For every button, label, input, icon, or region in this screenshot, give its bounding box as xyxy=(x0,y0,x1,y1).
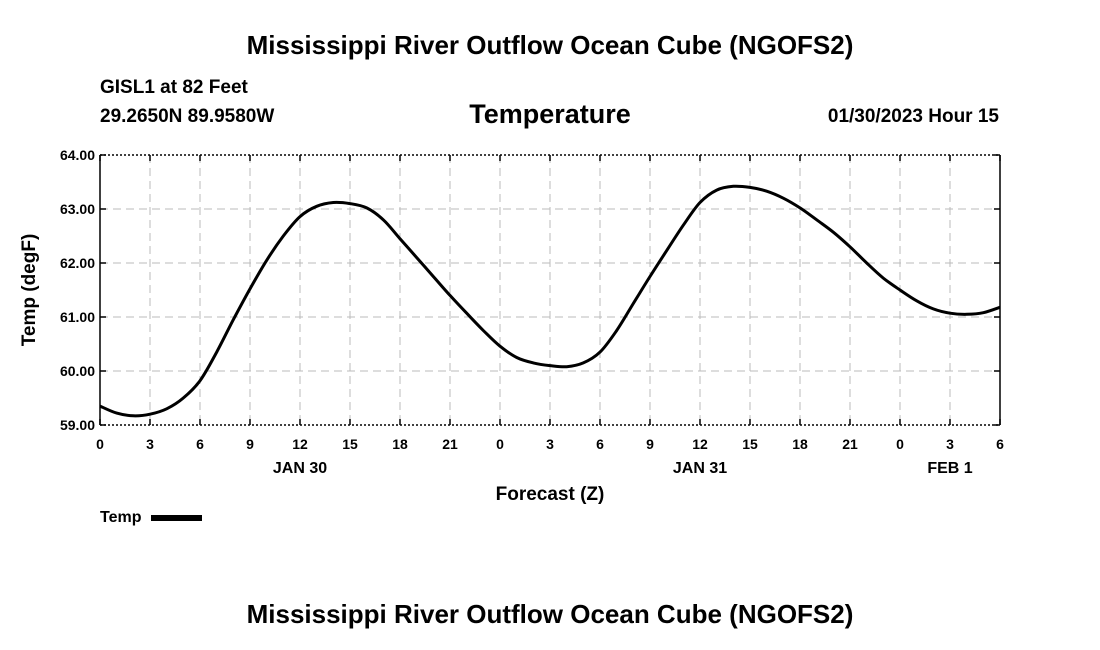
y-tick-label: 60.00 xyxy=(60,363,95,379)
x-tick-label: 6 xyxy=(196,436,204,452)
x-tick-label: 15 xyxy=(742,436,758,452)
y-tick-label: 61.00 xyxy=(60,309,95,325)
date-label: JAN 31 xyxy=(673,460,727,477)
y-tick-label: 63.00 xyxy=(60,201,95,217)
chart-subtitle: Temperature xyxy=(469,99,631,129)
y-tick-label: 59.00 xyxy=(60,417,95,433)
x-tick-label: 0 xyxy=(896,436,904,452)
station-coordinates: 29.2650N 89.9580W xyxy=(100,106,275,127)
x-tick-label: 18 xyxy=(392,436,408,452)
y-tick-label: 64.00 xyxy=(60,147,95,163)
legend: Temp xyxy=(100,509,203,527)
chart-title: Mississippi River Outflow Ocean Cube (NG… xyxy=(246,30,854,60)
legend-label: Temp xyxy=(100,509,142,526)
x-axis-title: Forecast (Z) xyxy=(496,484,605,505)
x-tick-label: 3 xyxy=(546,436,554,452)
x-tick-label: 12 xyxy=(692,436,708,452)
y-axis-title: Temp (degF) xyxy=(19,234,40,347)
x-tick-label: 6 xyxy=(996,436,1004,452)
y-tick-label: 62.00 xyxy=(60,255,95,271)
x-tick-label: 0 xyxy=(496,436,504,452)
x-tick-label: 9 xyxy=(246,436,254,452)
x-tick-label: 3 xyxy=(946,436,954,452)
series-line-temp xyxy=(99,184,1001,418)
x-tick-label: 15 xyxy=(342,436,358,452)
x-tick-label: 9 xyxy=(646,436,654,452)
x-tick-label: 21 xyxy=(842,436,858,452)
x-tick-label: 3 xyxy=(146,436,154,452)
station-name: GISL1 at 82 Feet xyxy=(100,77,248,98)
footer-title: Mississippi River Outflow Ocean Cube (NG… xyxy=(246,599,854,629)
forecast-timestamp: 01/30/2023 Hour 15 xyxy=(827,106,999,127)
x-tick-label: 12 xyxy=(292,436,308,452)
date-label: JAN 30 xyxy=(273,460,327,477)
x-tick-label: 6 xyxy=(596,436,604,452)
legend-swatch xyxy=(151,515,203,521)
date-label: FEB 1 xyxy=(927,460,972,477)
x-tick-label: 18 xyxy=(792,436,808,452)
x-tick-label: 21 xyxy=(442,436,458,452)
x-tick-label: 0 xyxy=(96,436,104,452)
